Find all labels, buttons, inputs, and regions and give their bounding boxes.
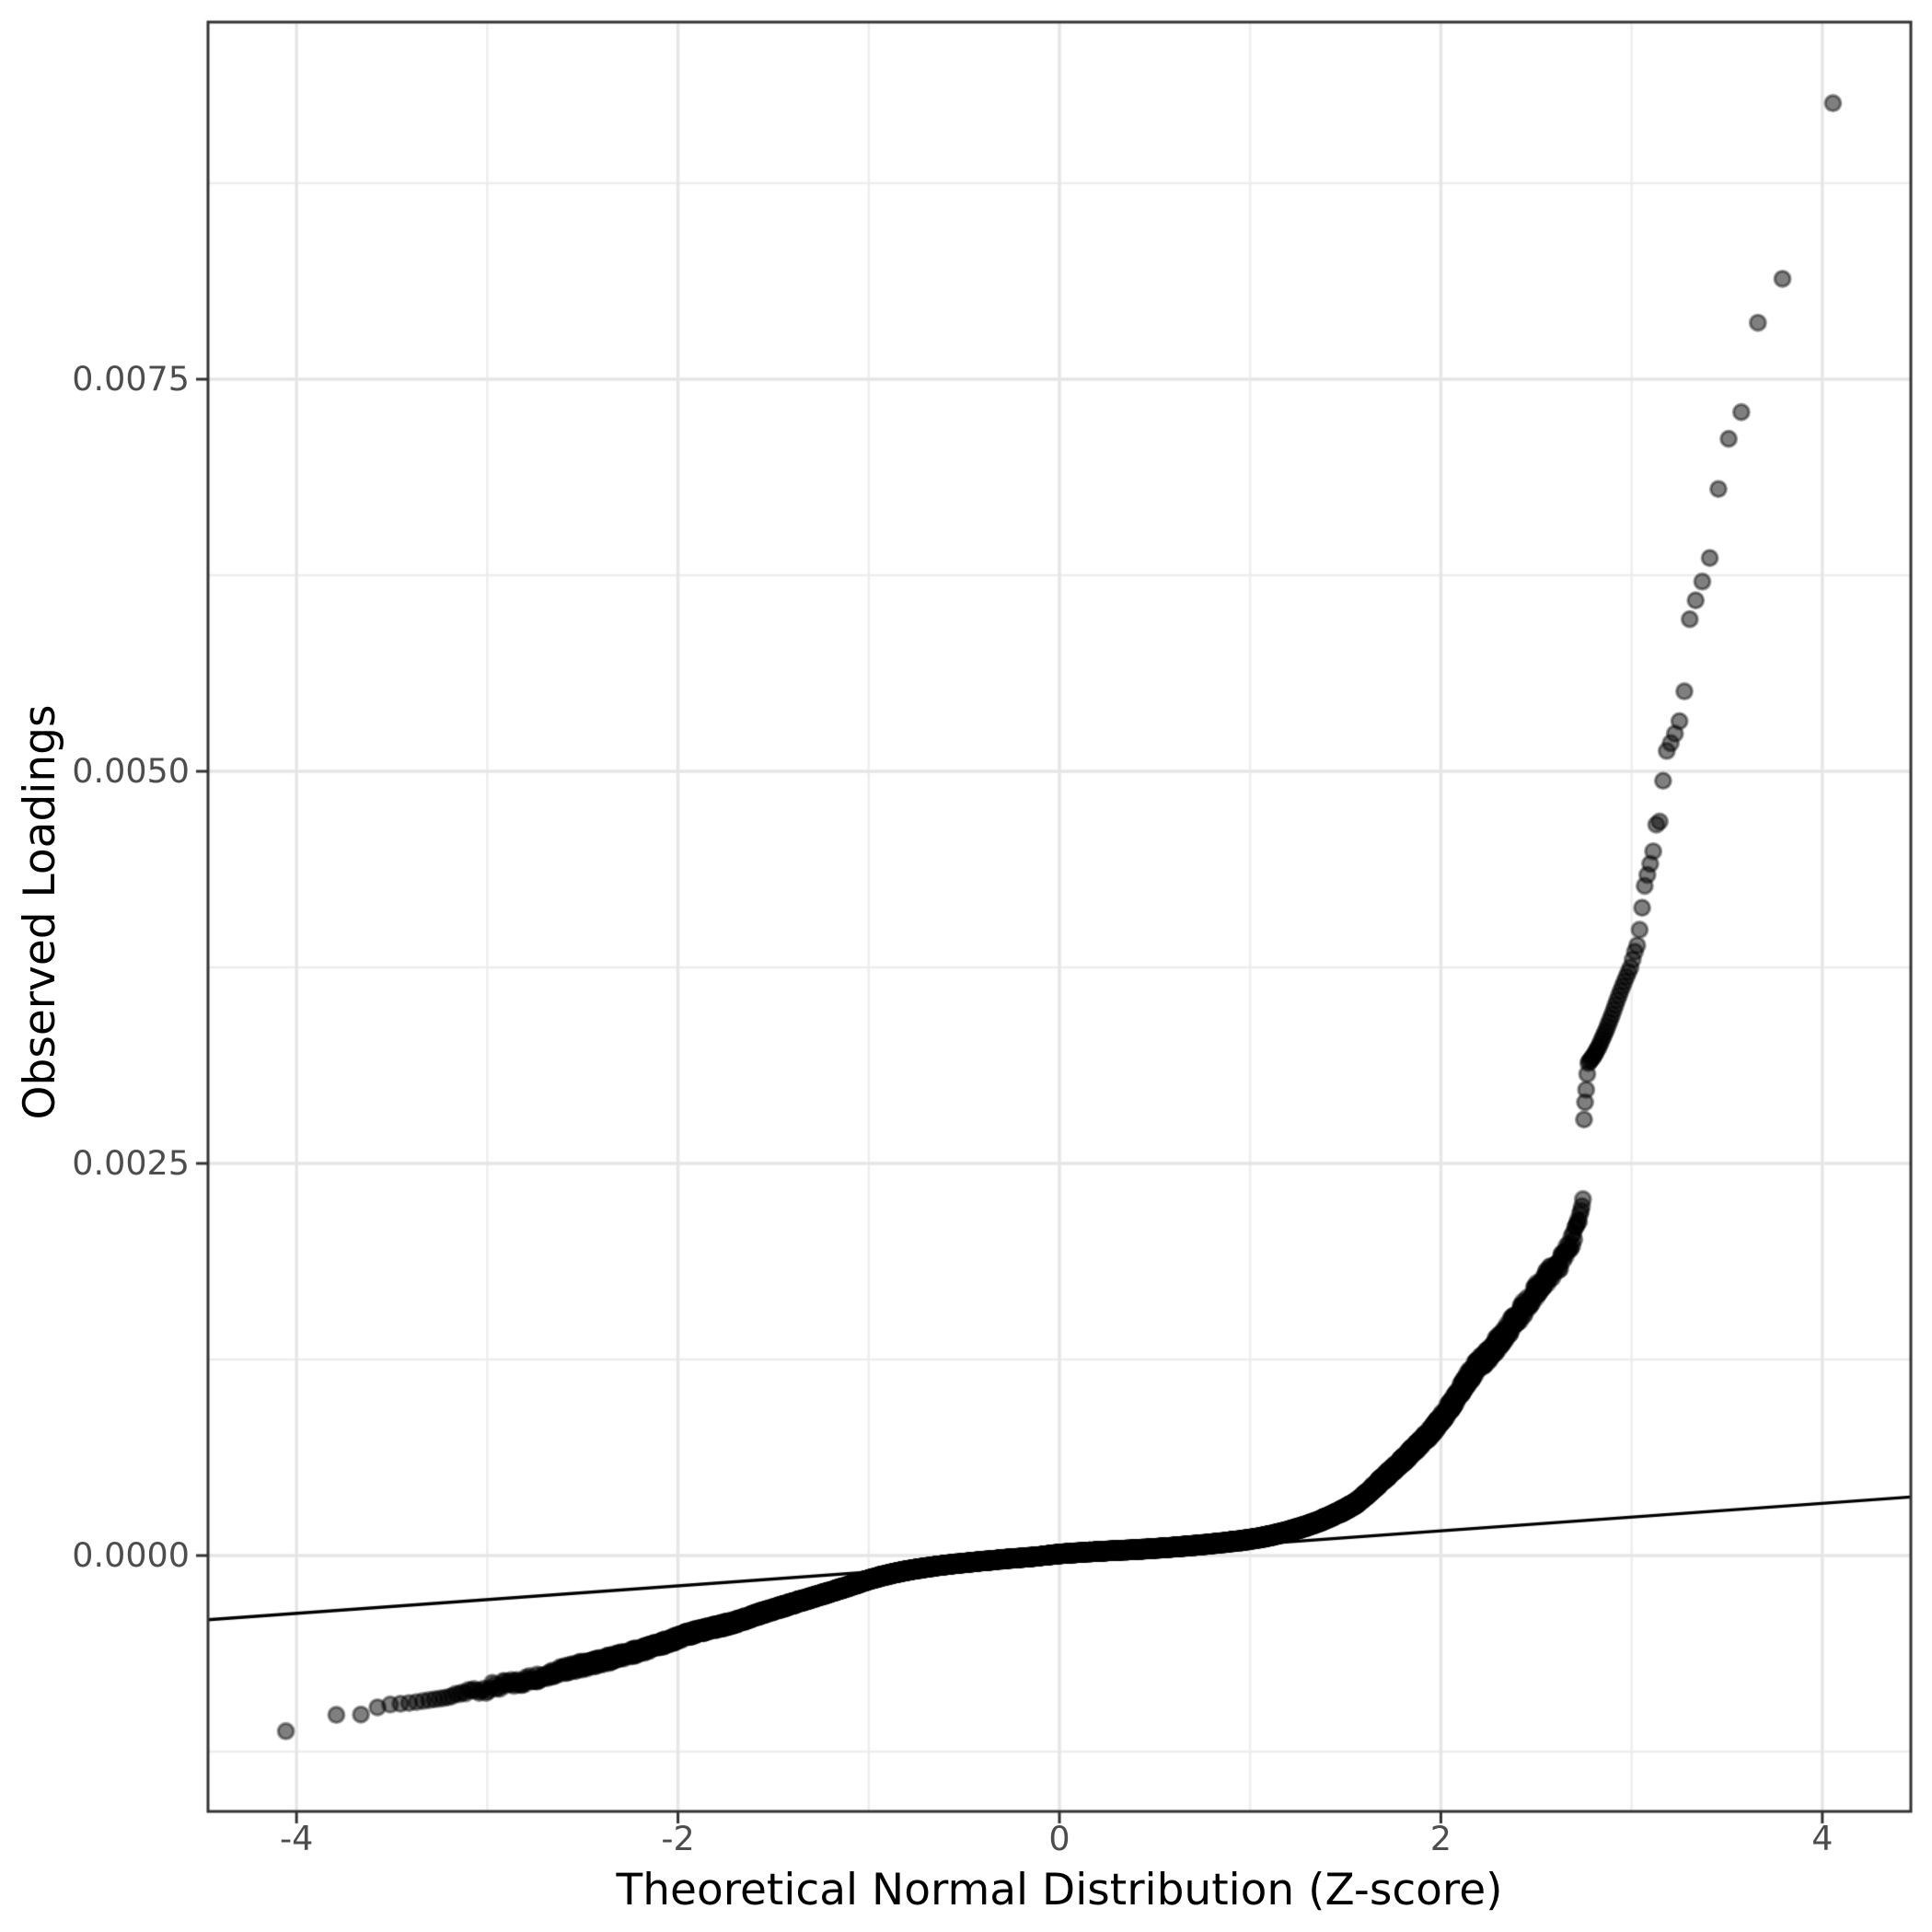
x-tick-label: 0 (1048, 1819, 1070, 1858)
y-tick-label: 0.0000 (72, 1534, 190, 1575)
x-axis-title: Theoretical Normal Distribution (Z-score… (616, 1865, 1503, 1915)
x-tick-label: 2 (1429, 1819, 1452, 1858)
x-tick-label: -2 (661, 1819, 695, 1858)
x-tick-label: -4 (279, 1819, 314, 1858)
y-tick-label: 0.0050 (72, 750, 190, 791)
x-tick-label: 4 (1811, 1819, 1834, 1858)
y-tick-label: 0.0075 (72, 358, 190, 399)
y-tick-label: 0.0025 (72, 1142, 190, 1183)
